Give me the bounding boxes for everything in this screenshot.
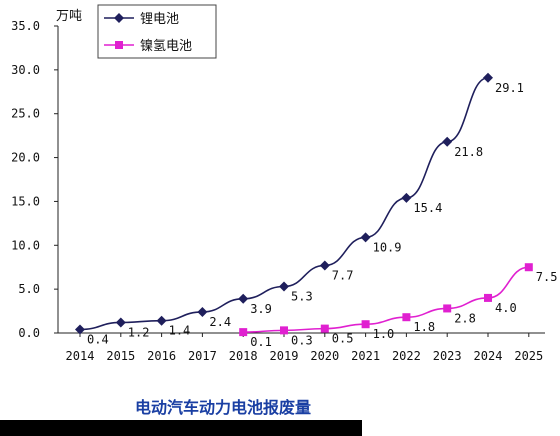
y-tick-label: 30.0 xyxy=(11,63,40,77)
y-tick-label: 10.0 xyxy=(11,238,40,252)
data-label-nimh: 1.0 xyxy=(373,327,395,341)
series-markers xyxy=(75,72,533,337)
data-label-lithium: 1.4 xyxy=(169,324,191,338)
data-label-nimh: 0.1 xyxy=(250,335,272,349)
data-label-lithium: 0.4 xyxy=(87,332,109,346)
series-line-lithium xyxy=(79,76,489,331)
chart-title: 电动汽车动力电池报废量 xyxy=(135,398,311,417)
data-point-nimh xyxy=(361,320,370,329)
y-tick-labels: 0.0 5.0 10.0 15.0 20.0 25.0 30.0 35.0 xyxy=(11,19,40,340)
x-tick-label: 2017 xyxy=(188,349,217,363)
x-tick-label: 2018 xyxy=(229,349,258,363)
data-label-nimh: 0.5 xyxy=(332,332,354,346)
x-tick-labels: 2014 2015 2016 2017 2018 2019 2020 2021 2022 2023… xyxy=(66,349,544,363)
data-label-nimh: 7.5 xyxy=(536,270,558,284)
data-point-nimh xyxy=(524,263,533,272)
data-label-nimh: 0.3 xyxy=(291,333,313,347)
x-tick-label: 2023 xyxy=(433,349,462,363)
data-label-nimh: 4.0 xyxy=(495,301,517,315)
data-point-lithium xyxy=(197,306,208,317)
y-tick-label: 0.0 xyxy=(18,326,40,340)
data-label-lithium: 2.4 xyxy=(209,315,231,329)
data-point-lithium xyxy=(75,324,85,335)
data-label-lithium: 7.7 xyxy=(332,268,354,282)
data-point-lithium xyxy=(238,293,249,304)
x-tick-label: 2014 xyxy=(66,349,95,363)
y-tick-label: 35.0 xyxy=(11,19,40,33)
legend-label-nimh: 镍氢电池 xyxy=(140,39,192,54)
data-point-lithium xyxy=(401,192,412,203)
data-labels: 0.4 1.2 1.4 2.4 3.9 5.3 7.7 10.9 15.4 21.8 29.1 0.1… xyxy=(87,81,557,349)
data-point-nimh xyxy=(280,326,288,335)
data-label-lithium: 10.9 xyxy=(373,240,402,254)
data-point-lithium xyxy=(319,260,330,271)
legend-marker-nimh xyxy=(115,41,123,49)
y-tick-label: 15.0 xyxy=(11,194,40,208)
y-tick-label: 25.0 xyxy=(11,107,40,121)
x-tick-label: 2019 xyxy=(270,349,299,363)
data-point-nimh xyxy=(320,324,329,333)
legend-marker-lithium xyxy=(114,13,124,23)
legend-label-lithium: 锂电池 xyxy=(140,12,179,27)
x-tick-label: 2024 xyxy=(474,349,503,363)
bottom-black-bar xyxy=(0,420,362,436)
x-tick-label: 2025 xyxy=(514,349,543,363)
data-point-lithium xyxy=(483,72,493,83)
data-point-nimh xyxy=(484,293,492,302)
y-tick-label: 20.0 xyxy=(11,151,40,165)
x-tick-label: 2021 xyxy=(351,349,380,363)
axes xyxy=(54,25,545,337)
data-label-nimh: 1.8 xyxy=(413,320,435,334)
data-point-nimh xyxy=(239,328,248,337)
y-tick-label: 5.0 xyxy=(18,282,40,296)
x-tick-label: 2022 xyxy=(392,349,421,363)
data-point-lithium xyxy=(115,317,126,328)
data-point-nimh xyxy=(402,313,411,322)
data-point-lithium xyxy=(442,136,453,147)
data-label-lithium: 1.2 xyxy=(128,325,150,339)
data-label-lithium: 21.8 xyxy=(454,145,483,159)
data-point-lithium xyxy=(360,232,371,243)
data-label-nimh: 2.8 xyxy=(454,311,476,325)
x-tick-label: 2015 xyxy=(106,349,135,363)
y-axis-unit-label: 万吨 xyxy=(56,9,82,24)
data-label-lithium: 15.4 xyxy=(413,201,442,215)
data-label-lithium: 3.9 xyxy=(250,302,272,316)
legend: 锂电池 镍氢电池 xyxy=(97,4,217,59)
data-label-lithium: 5.3 xyxy=(291,290,313,304)
data-point-nimh xyxy=(443,304,452,313)
x-tick-label: 2016 xyxy=(147,349,176,363)
data-point-lithium xyxy=(156,315,167,326)
data-label-lithium: 29.1 xyxy=(495,81,524,95)
legend-box xyxy=(97,4,217,59)
data-point-lithium xyxy=(279,281,289,292)
x-tick-label: 2020 xyxy=(310,349,339,363)
